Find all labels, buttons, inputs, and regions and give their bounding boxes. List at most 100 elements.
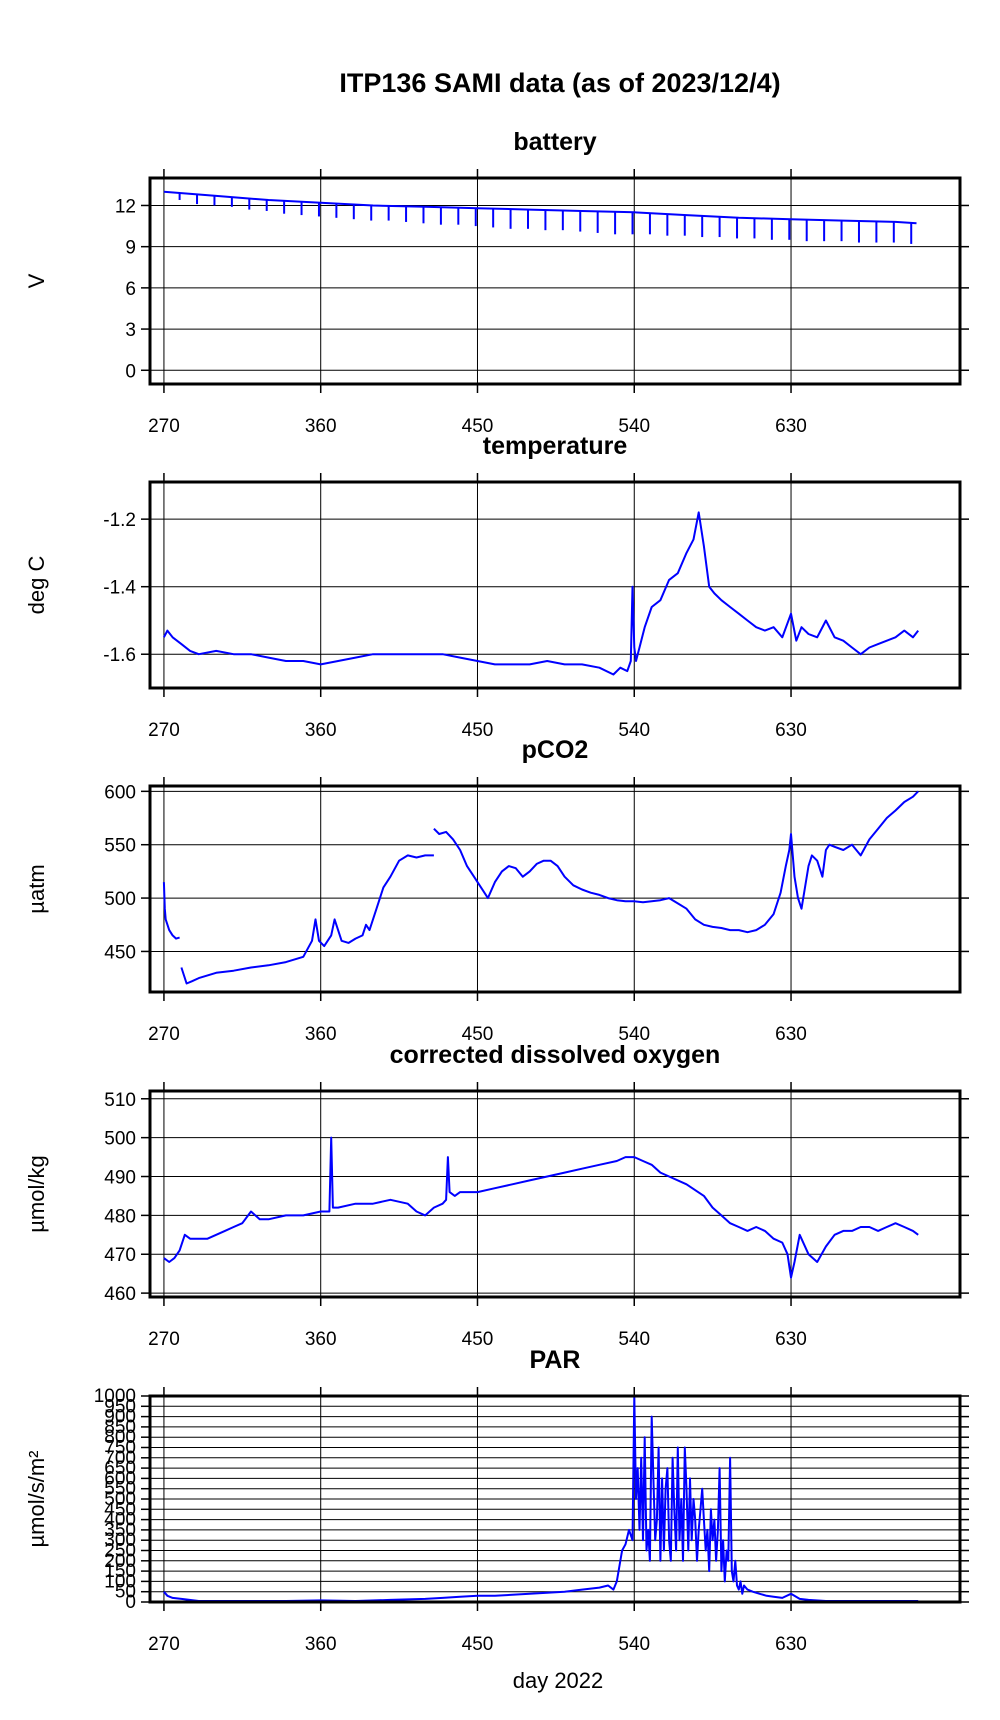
series-line-3 [433, 790, 919, 934]
y-tick-label: 9 [125, 238, 136, 259]
x-tick-label: 540 [618, 1329, 650, 1350]
y-tick-label: 0 [125, 1592, 136, 1613]
x-axis-label: day 2022 [513, 1668, 604, 1693]
y-tick-label: 200 [104, 1551, 136, 1572]
x-tick-label: 270 [148, 720, 180, 741]
x-tick-label: 270 [148, 1024, 180, 1045]
y-tick-label: -1.6 [103, 645, 136, 666]
y-tick-label: 6 [125, 279, 136, 300]
x-tick-label: 450 [462, 416, 494, 437]
series-line-1 [163, 1396, 919, 1602]
x-tick-label: 360 [305, 416, 337, 437]
y-tick-label: 3 [125, 320, 136, 341]
y-tick-label: 950 [104, 1396, 136, 1417]
y-tick-label: 850 [104, 1417, 136, 1438]
x-tick-label: 360 [305, 1024, 337, 1045]
y-tick-label: 450 [104, 1499, 136, 1520]
series-line-2 [180, 854, 434, 985]
panel-title: PAR [530, 1346, 581, 1374]
y-tick-label: 510 [104, 1090, 136, 1111]
x-tick-label: 360 [305, 1634, 337, 1655]
x-tick-label: 540 [618, 416, 650, 437]
x-tick-label: 630 [775, 1329, 807, 1350]
x-tick-label: 270 [148, 1329, 180, 1350]
x-tick-label: 450 [462, 1024, 494, 1045]
figure-title: ITP136 SAMI data (as of 2023/12/4) [339, 68, 780, 98]
x-tick-label: 630 [775, 1634, 807, 1655]
y-tick-label: 750 [104, 1438, 136, 1459]
chart-panels: battery V 270 360 450 540 630 0 3 6 9 12 temperature… [24, 128, 969, 1655]
x-tick-label: 360 [305, 720, 337, 741]
panel-title: corrected dissolved oxygen [390, 1041, 721, 1069]
chart-panel-4: corrected dissolved oxygen µmol/kg 270 360 4… [24, 1041, 969, 1350]
chart-panel-2: temperature deg C 270 360 450 540 630 -1.6 -1.4 -… [24, 432, 969, 741]
plot-frame [148, 1089, 962, 1299]
y-tick-label: 500 [104, 889, 136, 910]
y-tick-label: 300 [104, 1530, 136, 1551]
x-tick-label: 540 [618, 720, 650, 741]
panel-title: temperature [483, 432, 628, 460]
y-tick-label: -1.2 [103, 510, 136, 531]
y-axis-label: µmol/s/m² [24, 1450, 49, 1547]
plot-frame [148, 480, 962, 690]
x-tick-label: 450 [462, 720, 494, 741]
x-tick-label: 630 [775, 720, 807, 741]
y-tick-label: 400 [104, 1510, 136, 1531]
y-tick-label: 470 [104, 1245, 136, 1266]
x-tick-label: 540 [618, 1634, 650, 1655]
y-tick-label: 50 [115, 1582, 136, 1603]
x-tick-label: 540 [618, 1024, 650, 1045]
y-tick-label: 150 [104, 1561, 136, 1582]
y-tick-label: 460 [104, 1284, 136, 1305]
y-tick-label: 500 [104, 1489, 136, 1510]
y-tick-label: -1.4 [103, 578, 136, 599]
plot-area [163, 190, 917, 244]
y-tick-label: 550 [104, 1479, 136, 1500]
y-tick-label: 250 [104, 1541, 136, 1562]
y-axis-label: µmol/kg [24, 1155, 49, 1232]
x-tick-label: 630 [775, 1024, 807, 1045]
series-line-1 [162, 882, 180, 940]
y-tick-label: 12 [115, 196, 136, 217]
y-tick-label: 550 [104, 836, 136, 857]
chart-panel-5: PAR µmol/s/m² 270 360 450 540 630 0501001502002… [24, 1346, 969, 1655]
x-tick-label: 270 [148, 1634, 180, 1655]
y-tick-label: 700 [104, 1448, 136, 1469]
y-tick-label: 490 [104, 1168, 136, 1189]
plot-area [163, 1136, 919, 1279]
y-tick-label: 650 [104, 1458, 136, 1479]
y-axis-label: µatm [24, 864, 49, 913]
y-tick-label: 0 [125, 361, 136, 382]
series-line-1 [163, 511, 919, 676]
panel-title: battery [513, 128, 596, 156]
chart-panel-3: pCO2 µatm 270 360 450 540 630 450 500 550 600 [24, 736, 969, 1045]
y-tick-label: 350 [104, 1520, 136, 1541]
plot-frame [148, 784, 962, 994]
plot-area [163, 511, 919, 676]
x-tick-label: 270 [148, 416, 180, 437]
y-tick-label: 600 [104, 1468, 136, 1489]
y-tick-label: 500 [104, 1129, 136, 1150]
panel-title: pCO2 [522, 736, 589, 764]
plot-frame [148, 176, 962, 386]
y-tick-label: 900 [104, 1407, 136, 1428]
x-tick-label: 630 [775, 416, 807, 437]
plot-area [162, 790, 919, 985]
plot-area [163, 1396, 919, 1602]
x-tick-label: 360 [305, 1329, 337, 1350]
y-tick-label: 600 [104, 782, 136, 803]
y-axis-label: V [24, 273, 49, 288]
series-line-1 [163, 1136, 919, 1279]
plot-frame [148, 1394, 962, 1604]
x-tick-label: 450 [462, 1329, 494, 1350]
y-axis-label: deg C [24, 556, 49, 615]
y-tick-label: 1000 [94, 1386, 136, 1407]
y-tick-label: 100 [104, 1571, 136, 1592]
y-tick-label: 480 [104, 1206, 136, 1227]
x-tick-label: 450 [462, 1634, 494, 1655]
series-line-1 [163, 190, 917, 225]
chart-panel-1: battery V 270 360 450 540 630 0 3 6 9 12 [24, 128, 969, 437]
y-tick-label: 450 [104, 942, 136, 963]
